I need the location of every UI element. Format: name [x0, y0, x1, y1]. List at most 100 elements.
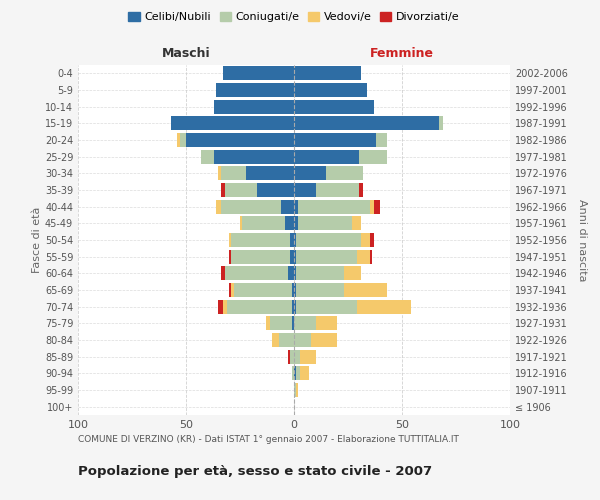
Bar [223, 66, 294, 80]
Bar [326, 166, 363, 180]
Bar [294, 233, 296, 247]
Bar [279, 333, 294, 347]
Bar [221, 266, 225, 280]
Bar [242, 216, 286, 230]
Bar [370, 200, 374, 214]
Bar [216, 83, 294, 97]
Bar [370, 250, 372, 264]
Bar [359, 150, 387, 164]
Bar [232, 283, 233, 297]
Bar [214, 150, 294, 164]
Bar [178, 133, 179, 147]
Bar [201, 150, 214, 164]
Y-axis label: Anni di nascita: Anni di nascita [577, 198, 587, 281]
Bar [294, 100, 374, 114]
Bar [221, 200, 281, 214]
Bar [290, 250, 294, 264]
Bar [221, 166, 247, 180]
Bar [227, 300, 292, 314]
Bar [292, 300, 294, 314]
Bar [218, 166, 221, 180]
Bar [301, 350, 316, 364]
Bar [294, 333, 311, 347]
Legend: Celibi/Nubili, Coniugati/e, Vedovi/e, Divorziati/e: Celibi/Nubili, Coniugati/e, Vedovi/e, Di… [124, 8, 464, 27]
Bar [294, 350, 301, 364]
Text: Popolazione per età, sesso e stato civile - 2007: Popolazione per età, sesso e stato civil… [78, 465, 432, 478]
Bar [266, 316, 270, 330]
Bar [294, 116, 439, 130]
Y-axis label: Fasce di età: Fasce di età [32, 207, 42, 273]
Bar [216, 200, 221, 214]
Bar [370, 233, 374, 247]
Bar [311, 333, 337, 347]
Bar [439, 116, 443, 130]
Bar [344, 266, 361, 280]
Text: COMUNE DI VERZINO (KR) - Dati ISTAT 1° gennaio 2007 - Elaborazione TUTTITALIA.IT: COMUNE DI VERZINO (KR) - Dati ISTAT 1° g… [78, 435, 459, 444]
Bar [359, 183, 363, 197]
Bar [296, 266, 344, 280]
Bar [294, 250, 296, 264]
Bar [171, 116, 294, 130]
Bar [229, 283, 232, 297]
Bar [294, 150, 359, 164]
Bar [221, 183, 225, 197]
Bar [292, 366, 294, 380]
Bar [272, 333, 279, 347]
Bar [186, 133, 294, 147]
Bar [214, 100, 294, 114]
Bar [294, 183, 316, 197]
Bar [296, 250, 356, 264]
Text: Maschi: Maschi [161, 47, 211, 60]
Bar [223, 300, 227, 314]
Bar [298, 216, 352, 230]
Bar [294, 66, 361, 80]
Bar [294, 200, 298, 214]
Bar [296, 383, 298, 397]
Bar [352, 216, 361, 230]
Bar [290, 233, 294, 247]
Bar [316, 316, 337, 330]
Bar [290, 350, 294, 364]
Bar [294, 266, 296, 280]
Bar [286, 216, 294, 230]
Bar [294, 366, 296, 380]
Bar [218, 300, 223, 314]
Bar [296, 300, 356, 314]
Bar [233, 283, 292, 297]
Bar [294, 166, 326, 180]
Bar [294, 133, 376, 147]
Bar [292, 316, 294, 330]
Bar [294, 216, 298, 230]
Bar [229, 250, 232, 264]
Bar [232, 233, 290, 247]
Bar [294, 383, 296, 397]
Bar [356, 300, 410, 314]
Bar [298, 200, 370, 214]
Bar [225, 266, 287, 280]
Bar [374, 200, 380, 214]
Bar [296, 366, 301, 380]
Bar [257, 183, 294, 197]
Bar [294, 83, 367, 97]
Bar [294, 316, 316, 330]
Bar [301, 366, 309, 380]
Bar [225, 183, 257, 197]
Bar [240, 216, 242, 230]
Bar [376, 133, 387, 147]
Bar [294, 300, 296, 314]
Bar [356, 250, 370, 264]
Bar [316, 183, 359, 197]
Bar [361, 233, 370, 247]
Bar [229, 233, 232, 247]
Bar [344, 283, 387, 297]
Bar [292, 283, 294, 297]
Bar [294, 283, 296, 297]
Bar [247, 166, 294, 180]
Bar [296, 233, 361, 247]
Bar [296, 283, 344, 297]
Bar [281, 200, 294, 214]
Bar [270, 316, 292, 330]
Bar [232, 250, 290, 264]
Bar [179, 133, 186, 147]
Bar [287, 350, 290, 364]
